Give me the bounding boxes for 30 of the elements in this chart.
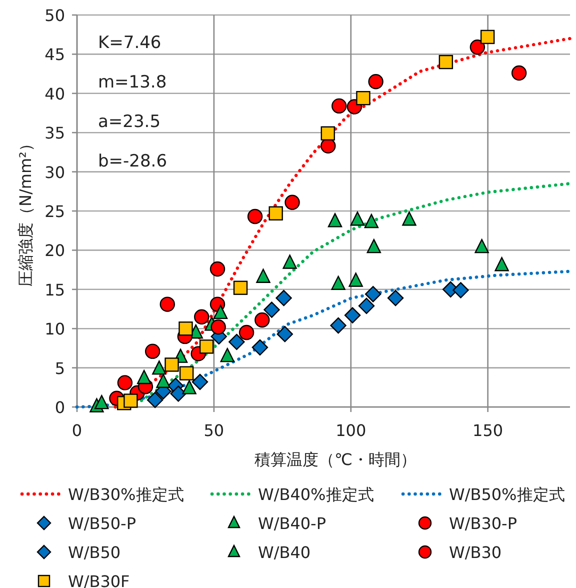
annotation: b=-28.6 [98,152,168,172]
y-tick-label: 10 [44,320,65,339]
y-axis-title: 圧縮強度（N/mm²） [16,136,35,286]
legend-label: W/B30%推定式 [68,485,184,504]
legend-label: W/B30-P [449,514,518,533]
x-tick-label: 150 [472,421,504,440]
y-tick-label: 20 [44,241,65,260]
annotation: K=7.46 [98,33,162,53]
legend-label: W/B40%推定式 [258,485,374,504]
y-tick-label: 15 [44,280,65,300]
x-tick-label: 100 [336,421,366,440]
x-tick-label: 50 [204,421,224,440]
y-tick-label: 0 [54,398,65,417]
x-axis-title: 積算温度（℃・時間） [254,450,416,469]
legend-label: W/B50 [68,543,121,562]
legend-label: W/B50%推定式 [449,485,565,504]
annotation: m=13.8 [98,72,167,92]
y-tick-label: 5 [54,358,65,378]
y-tick-label: 40 [44,84,65,104]
legend-label: W/B50-P [68,514,136,533]
legend-label: W/B30 [449,543,502,562]
x-tick-label: 0 [72,421,82,440]
y-tick-label: 45 [44,45,65,64]
y-tick-label: 50 [44,6,65,25]
legend-label: W/B40 [258,543,311,562]
legend-label: W/B40-P [258,514,326,533]
y-tick-label: 30 [44,162,65,182]
annotation: a=23.5 [98,112,161,132]
y-tick-label: 25 [44,202,65,221]
y-tick-label: 35 [44,124,65,143]
